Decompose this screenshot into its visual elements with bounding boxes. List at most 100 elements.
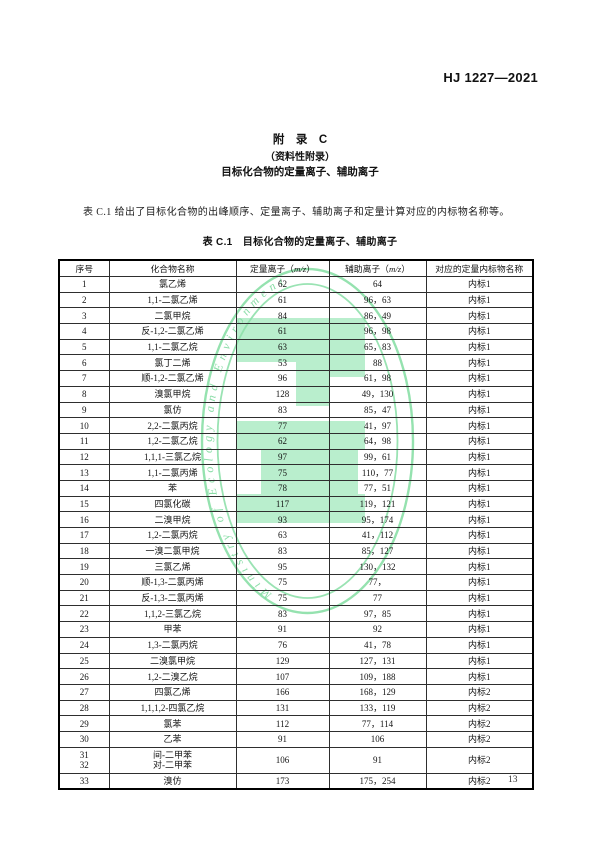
cell-compound-name: 1,1,1-三氯乙烷 <box>108 448 237 466</box>
cell-aux-ion: 88 <box>328 354 427 372</box>
cell-quant-ion: 91 <box>235 621 330 638</box>
cell-compound-name: 2,2-二氯丙烷 <box>108 417 237 434</box>
cell-compound-name: 苯 <box>108 479 237 497</box>
table-row: 31 32 间-二甲苯 对-二甲苯 106 91 内标2 <box>58 746 534 774</box>
table-row: 13 1,1-二氯丙烯 75 110，77 内标1 <box>58 464 534 481</box>
cell-no: 1 <box>58 276 110 293</box>
cell-quant-ion: 75 <box>235 574 330 591</box>
table-row: 11 1,2-二氯乙烷 62 64，98 内标1 <box>58 432 534 450</box>
cell-internal-standard: 内标1 <box>425 636 534 654</box>
cell-compound-name: 1,1-二氯丙烯 <box>108 464 237 481</box>
cell-compound-name: 1,2-二溴乙烷 <box>108 668 237 685</box>
table-row: 2 1,1-二氯乙烯 61 96，63 内标1 <box>58 291 534 309</box>
cell-no: 18 <box>58 542 110 560</box>
cell-no: 13 <box>58 464 110 481</box>
col-header-internal-standard: 对应的定量内标物名称 <box>425 259 534 277</box>
cell-aux-ion: 95，174 <box>328 511 427 528</box>
table-row: 20 顺-1,3-二氯丙烯 75 77， 内标1 <box>58 574 534 591</box>
cell-quant-ion: 84 <box>235 307 330 325</box>
cell-quant-ion: 83 <box>235 542 330 560</box>
cell-no: 15 <box>58 495 110 513</box>
appendix-subtitle: （资料性附录） <box>265 152 335 163</box>
cell-internal-standard: 内标1 <box>425 668 534 685</box>
cell-aux-ion: 127，131 <box>328 652 427 670</box>
cell-aux-ion: 96，63 <box>328 291 427 309</box>
table-caption: 表 C.1 目标化合物的定量离子、辅助离子 <box>202 237 398 248</box>
table-row: 3 二氯甲烷 84 86，49 内标1 <box>58 307 534 325</box>
table-row: 24 1,3-二氯丙烷 76 41，78 内标1 <box>58 636 534 654</box>
cell-compound-name: 1,1,2-三氯乙烷 <box>108 605 237 623</box>
table-row: 17 1,2-二氯丙烷 63 41，112 内标1 <box>58 527 534 544</box>
cell-internal-standard: 内标1 <box>425 417 534 434</box>
cell-aux-ion: 106 <box>328 730 427 748</box>
table-header-row: 序号 化合物名称 定量离子（m/z） 辅助离子（m/z） 对应的定量内标物名称 <box>58 259 534 277</box>
cell-internal-standard: 内标1 <box>425 370 534 387</box>
cell-internal-standard: 内标1 <box>425 401 534 419</box>
cell-compound-name: 二溴甲烷 <box>108 511 237 528</box>
cell-compound-name: 二氯甲烷 <box>108 307 237 325</box>
cell-aux-ion: 99，61 <box>328 448 427 466</box>
cell-aux-ion: 41，97 <box>328 417 427 434</box>
table-row: 28 1,1,1,2-四氯乙烷 131 133，119 内标2 <box>58 699 534 717</box>
table-row: 6 氯丁二烯 53 88 内标1 <box>58 354 534 372</box>
cell-compound-name: 氯乙烯 <box>108 276 237 293</box>
cell-internal-standard: 内标1 <box>425 291 534 309</box>
cell-no: 23 <box>58 621 110 638</box>
cell-no: 26 <box>58 668 110 685</box>
cell-quant-ion: 61 <box>235 291 330 309</box>
cell-no: 14 <box>58 479 110 497</box>
cell-no: 33 <box>58 772 110 790</box>
cell-no: 4 <box>58 323 110 340</box>
col-header-name: 化合物名称 <box>108 259 237 277</box>
table-row: 8 溴氯甲烷 128 49，130 内标1 <box>58 385 534 403</box>
col-header-quant-ion: 定量离子（m/z） <box>235 259 330 277</box>
cell-no: 30 <box>58 730 110 748</box>
cell-internal-standard: 内标1 <box>425 338 534 356</box>
cell-quant-ion: 91 <box>235 730 330 748</box>
cell-quant-ion: 62 <box>235 432 330 450</box>
cell-internal-standard: 内标2 <box>425 746 534 774</box>
table-row: 4 反-1,2-二氯乙烯 61 96，98 内标1 <box>58 323 534 340</box>
cell-aux-ion: 64，98 <box>328 432 427 450</box>
cell-aux-ion: 130，132 <box>328 558 427 576</box>
cell-internal-standard: 内标1 <box>425 479 534 497</box>
cell-quant-ion: 77 <box>235 417 330 434</box>
cell-no: 21 <box>58 589 110 607</box>
cell-internal-standard: 内标1 <box>425 574 534 591</box>
table-row: 27 四氯乙烯 166 168，129 内标2 <box>58 683 534 701</box>
cell-internal-standard: 内标1 <box>425 621 534 638</box>
cell-compound-name: 氯仿 <box>108 401 237 419</box>
cell-quant-ion: 61 <box>235 323 330 340</box>
table-row: 19 三氯乙烯 95 130，132 内标1 <box>58 558 534 576</box>
table-row: 23 甲苯 91 92 内标1 <box>58 621 534 638</box>
cell-no: 8 <box>58 385 110 403</box>
cell-compound-name: 顺-1,2-二氯乙烯 <box>108 370 237 387</box>
cell-no: 7 <box>58 370 110 387</box>
table-row: 25 二溴氯甲烷 129 127，131 内标1 <box>58 652 534 670</box>
cell-aux-ion: 61，98 <box>328 370 427 387</box>
col-header-aux-ion: 辅助离子（m/z） <box>328 259 427 277</box>
cell-aux-ion: 96，98 <box>328 323 427 340</box>
cell-no: 10 <box>58 417 110 434</box>
cell-no: 6 <box>58 354 110 372</box>
cell-internal-standard: 内标2 <box>425 772 534 790</box>
cell-quant-ion: 112 <box>235 715 330 732</box>
cell-quant-ion: 107 <box>235 668 330 685</box>
cell-aux-ion: 133，119 <box>328 699 427 717</box>
cell-compound-name: 间-二甲苯 对-二甲苯 <box>108 746 237 774</box>
cell-quant-ion: 129 <box>235 652 330 670</box>
cell-quant-ion: 173 <box>235 772 330 790</box>
cell-aux-ion: 77， <box>328 574 427 591</box>
cell-internal-standard: 内标1 <box>425 354 534 372</box>
cell-aux-ion: 77 <box>328 589 427 607</box>
table-header: 序号 化合物名称 定量离子（m/z） 辅助离子（m/z） 对应的定量内标物名称 <box>58 259 534 277</box>
cell-compound-name: 1,1-二氯乙烷 <box>108 338 237 356</box>
cell-internal-standard: 内标1 <box>425 307 534 325</box>
cell-no: 3 <box>58 307 110 325</box>
cell-quant-ion: 96 <box>235 370 330 387</box>
cell-aux-ion: 110，77 <box>328 464 427 481</box>
cell-internal-standard: 内标1 <box>425 589 534 607</box>
cell-aux-ion: 86，49 <box>328 307 427 325</box>
cell-internal-standard: 内标2 <box>425 699 534 717</box>
table-row: 15 四氯化碳 117 119，121 内标1 <box>58 495 534 513</box>
